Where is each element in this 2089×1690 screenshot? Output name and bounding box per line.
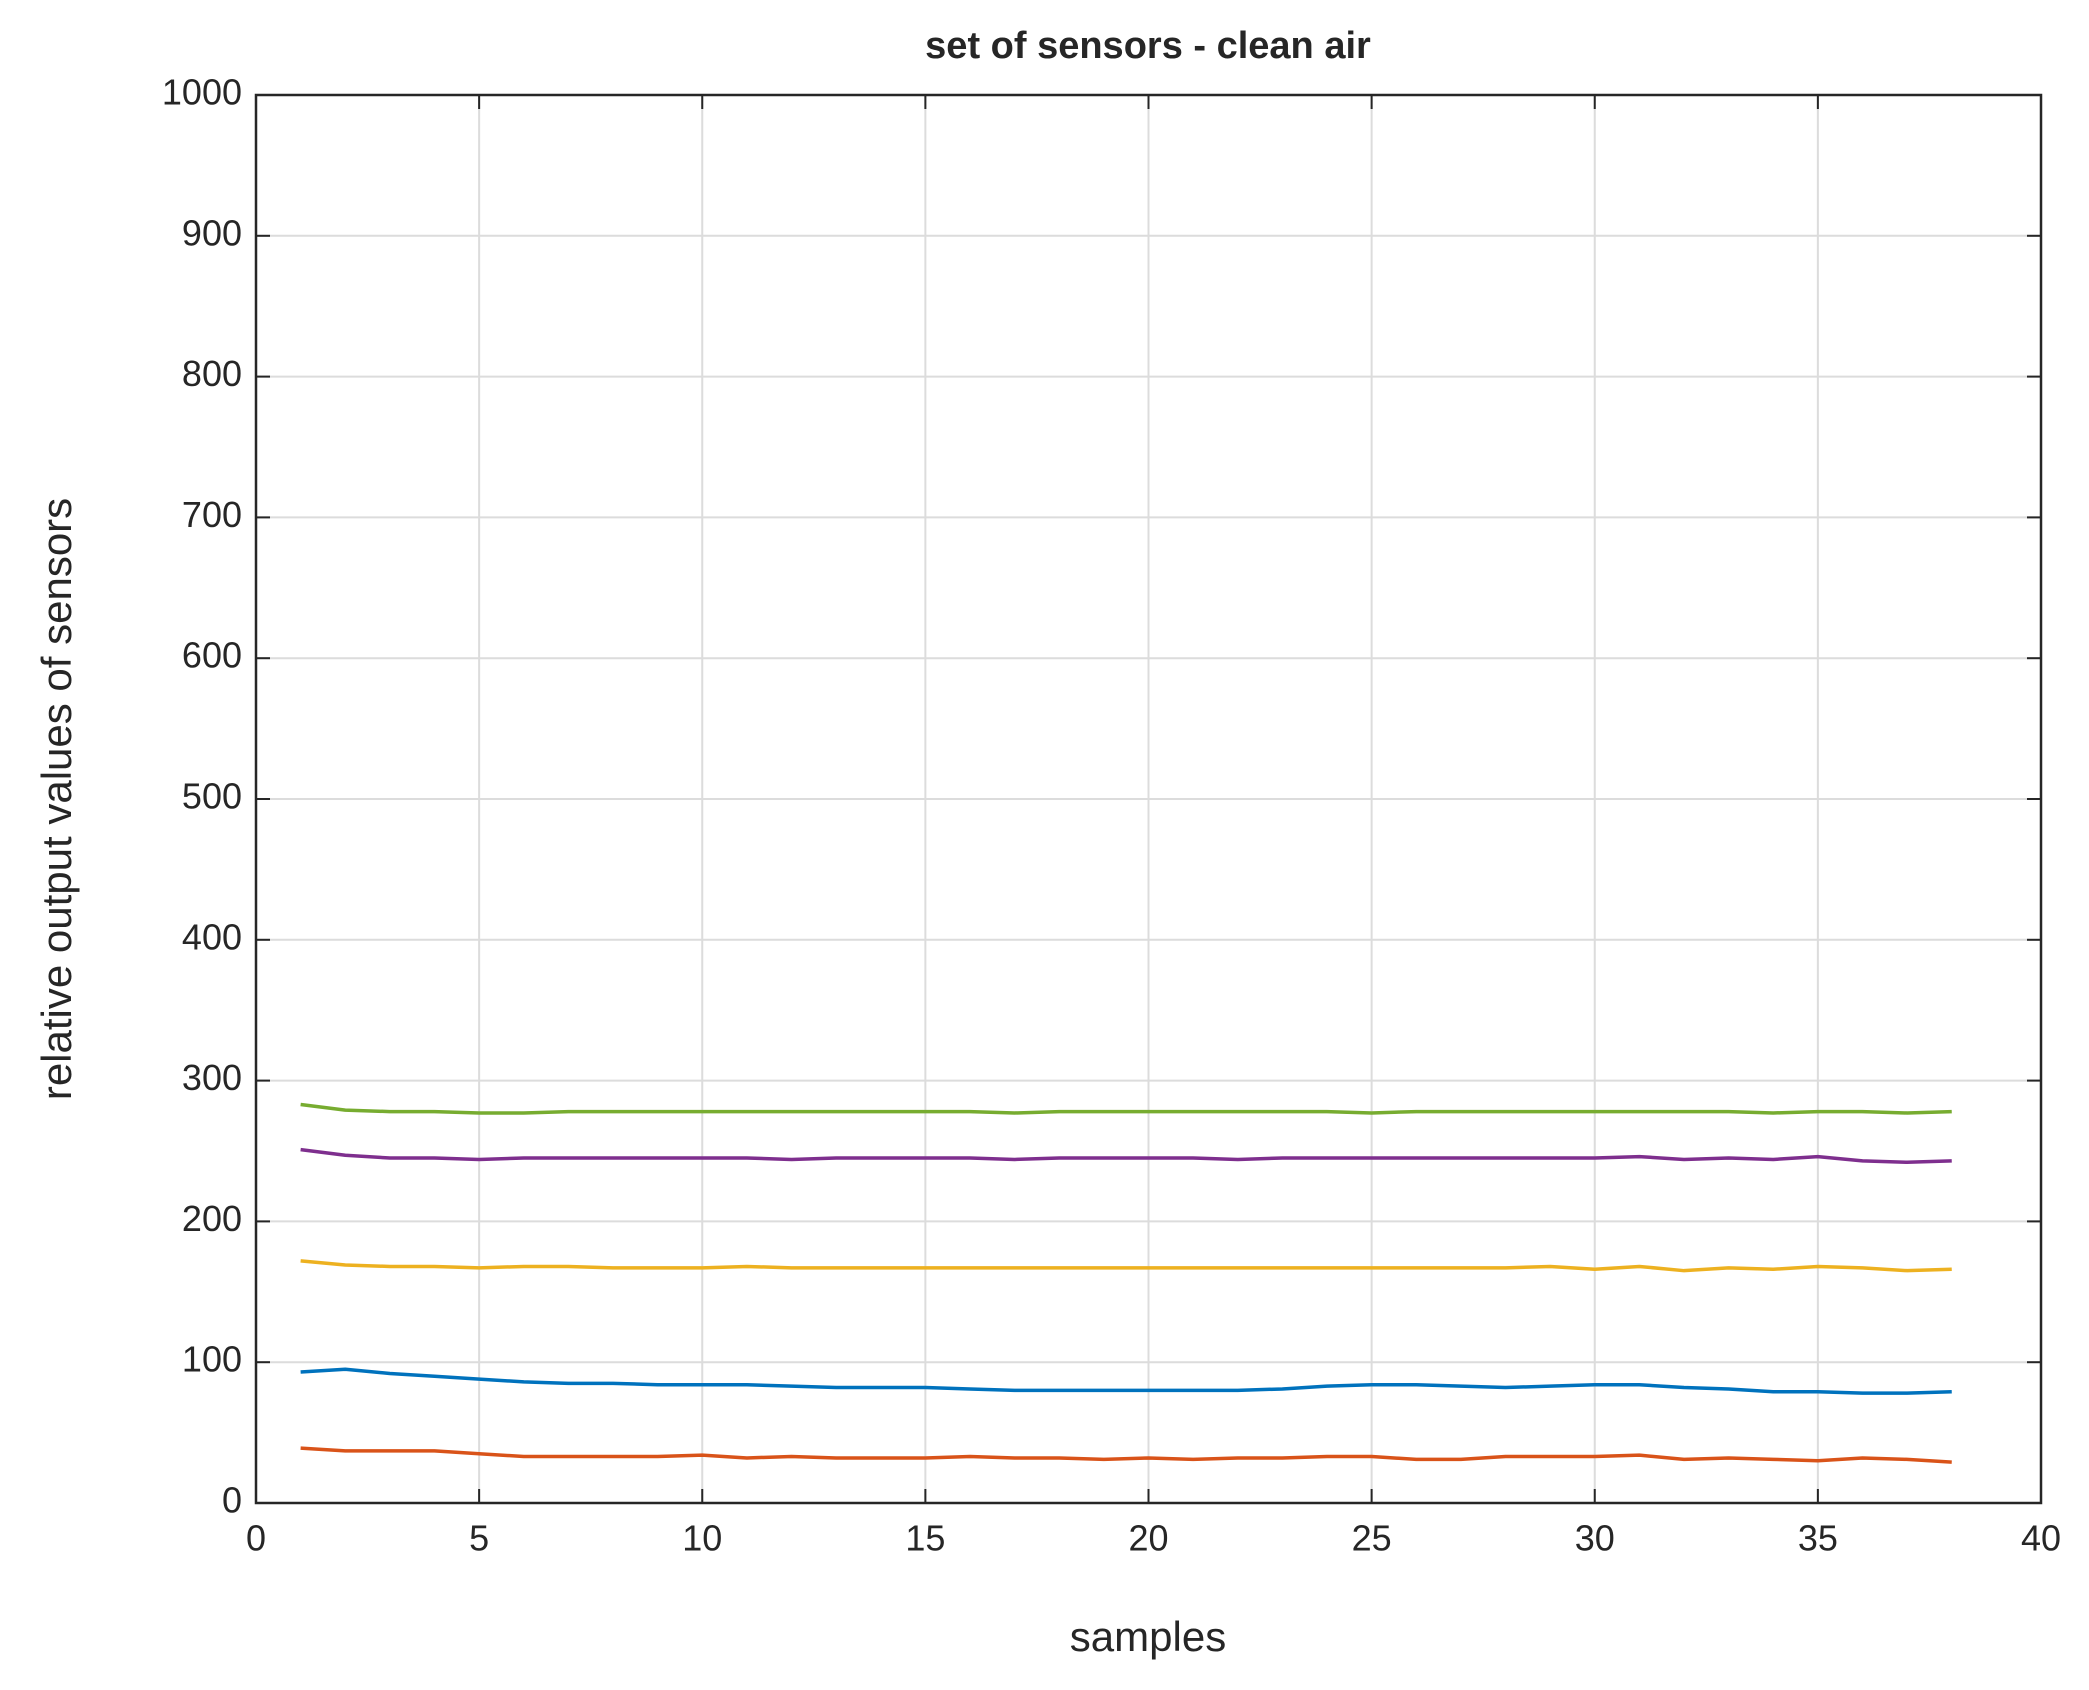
y-tick-label: 800 [182, 353, 242, 394]
x-tick-label: 35 [1798, 1518, 1838, 1559]
y-tick-label: 0 [222, 1480, 242, 1521]
data-line [300, 1446, 1952, 1464]
x-tick-label: 5 [469, 1518, 489, 1559]
x-tick-label: 25 [1352, 1518, 1392, 1559]
y-tick-label: 900 [182, 212, 242, 253]
y-tick-label: 200 [182, 1198, 242, 1239]
x-tick-label: 15 [905, 1518, 945, 1559]
y-tick-label: 300 [182, 1057, 242, 1098]
x-tick-label: 40 [2021, 1518, 2061, 1559]
data-line [300, 1367, 1952, 1395]
plot-frame [254, 93, 2043, 1505]
x-tick-label: 20 [1128, 1518, 1168, 1559]
data-line [300, 1147, 1952, 1165]
y-tick-label: 700 [182, 494, 242, 535]
chart-title: set of sensors - clean air [925, 25, 1371, 67]
x-tick-label: 30 [1575, 1518, 1615, 1559]
x-tick-label: 10 [682, 1518, 722, 1559]
y-axis-label: relative output values of sensors [33, 498, 80, 1100]
y-tick-label: 500 [182, 776, 242, 817]
y-tick-label: 100 [182, 1339, 242, 1380]
x-axis-label: samples [1070, 1613, 1226, 1660]
data-line [300, 1259, 1952, 1273]
y-tick-label: 1000 [162, 72, 242, 113]
y-tick-label: 600 [182, 635, 242, 676]
x-tick-label: 0 [246, 1518, 266, 1559]
data-line [300, 1102, 1952, 1115]
y-tick-label: 400 [182, 916, 242, 957]
